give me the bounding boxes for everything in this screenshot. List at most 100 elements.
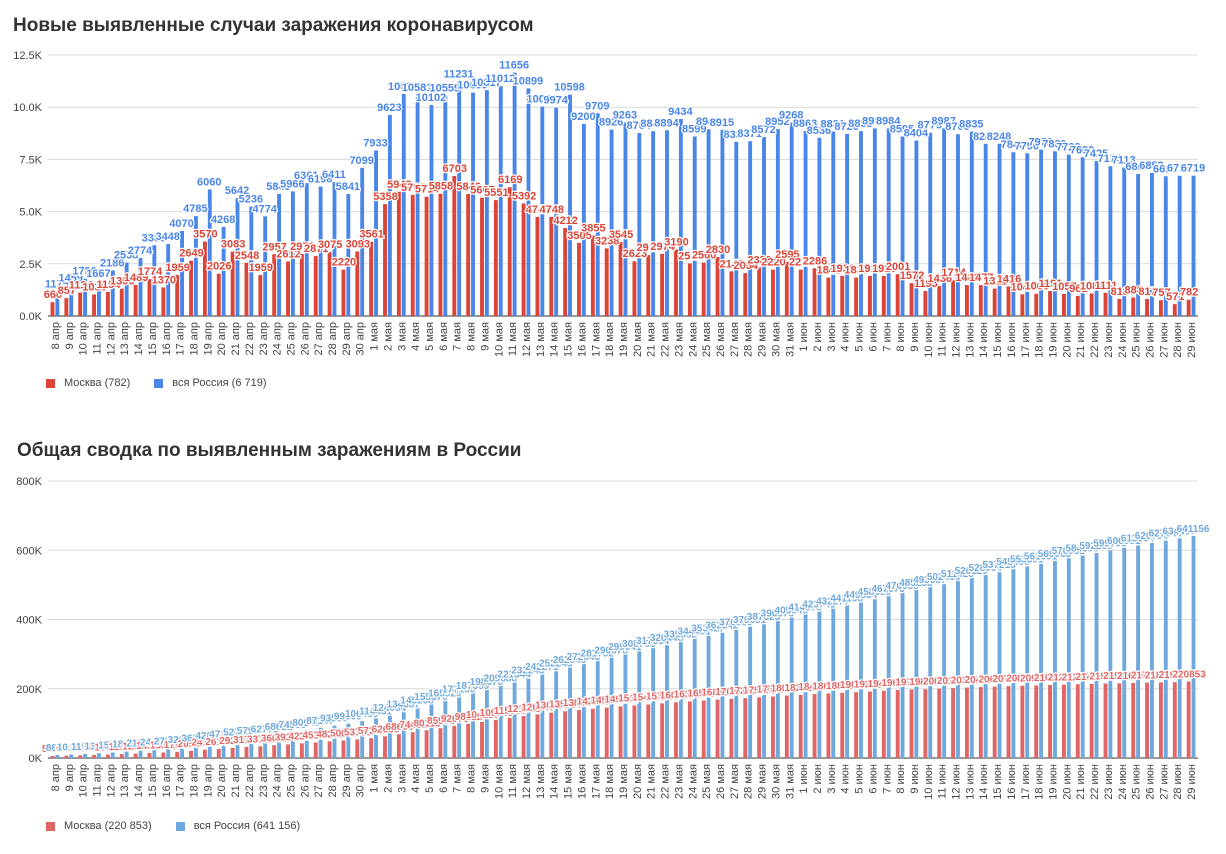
data-label: 502436 (927, 572, 961, 583)
x-tick-label: 26 апр (299, 764, 311, 797)
bar (1089, 683, 1094, 758)
bar (299, 253, 304, 316)
data-label: 571 (1166, 291, 1184, 303)
bar (387, 115, 392, 316)
bar (826, 693, 831, 758)
bar (886, 128, 891, 316)
bar (1186, 681, 1191, 758)
data-label: 31780 (233, 735, 261, 746)
bar (161, 752, 166, 758)
bar (609, 657, 614, 758)
bar (1039, 563, 1044, 758)
bar (775, 620, 780, 758)
x-tick-label: 9 июн (909, 764, 921, 794)
data-label: 1774 (138, 266, 163, 278)
data-label: 52763 (223, 728, 251, 739)
data-label: 198676 (470, 677, 504, 688)
data-label: 9263 (613, 110, 637, 122)
bar (263, 736, 268, 758)
data-label: 1959 (165, 262, 189, 274)
data-label: 3083 (221, 239, 245, 251)
x-tick-label: 13 мая (535, 322, 547, 357)
bar (1061, 684, 1066, 758)
bar (138, 258, 143, 316)
data-label: 5948 (387, 179, 411, 191)
bar (50, 302, 55, 316)
bar (244, 746, 249, 758)
data-label: 57300 (358, 726, 386, 737)
legend-swatch-moscow (46, 378, 55, 388)
bar (674, 249, 678, 316)
legend-label-moscow: Москва (220 853) (64, 820, 152, 832)
x-tick-label: 27 мая (729, 322, 741, 357)
data-label: 151774 (618, 693, 652, 704)
bar (687, 263, 692, 316)
bar (1066, 154, 1071, 316)
data-label: 196048 (881, 678, 915, 689)
bar (133, 284, 138, 316)
bar (646, 255, 651, 316)
bar (660, 253, 665, 316)
data-label: 200251 (923, 677, 957, 688)
bar (978, 687, 983, 758)
data-label: 197620 (895, 678, 929, 689)
data-label: 1459 (58, 273, 82, 285)
bar (175, 275, 180, 316)
data-label: 7176 (1098, 153, 1122, 165)
bar (618, 241, 623, 316)
x-tick-label: 9 апр (64, 764, 76, 791)
data-label: 782 (1180, 287, 1198, 299)
data-label: 24490 (140, 738, 168, 749)
x-tick-label: 28 июн (1172, 322, 1184, 358)
x-tick-label: 15 мая (563, 322, 575, 357)
data-label: 1191 (1039, 278, 1063, 290)
data-label: 11312 (109, 742, 137, 753)
x-tick-label: 25 мая (701, 322, 713, 357)
bar (429, 105, 434, 316)
data-label: 8946 (696, 116, 720, 128)
data-label: 10559 (430, 83, 461, 95)
data-label: 3855 (581, 223, 605, 235)
data-label: 5795 (401, 182, 425, 194)
bar (277, 734, 281, 758)
data-label: 5849 (266, 181, 290, 193)
bar (540, 106, 545, 316)
bar (119, 288, 124, 316)
x-tick-label: 29 апр (341, 764, 353, 797)
bar (748, 626, 753, 758)
data-label: 757 (1152, 287, 1170, 299)
bar (507, 717, 512, 758)
bar (775, 129, 780, 316)
data-label: 3448 (155, 231, 179, 243)
bar (992, 686, 997, 758)
bar (180, 746, 185, 758)
x-tick-label: 2 мая (382, 322, 394, 351)
x-tick-label: 22 июн (1089, 764, 1101, 800)
bar (762, 623, 766, 758)
x-tick-label: 28 апр (327, 764, 339, 797)
data-label: 7600 (1070, 144, 1094, 156)
bar (452, 176, 457, 316)
x-tick-label: 23 мая (673, 322, 685, 357)
x-tick-label: 27 апр (313, 322, 325, 355)
bar (1158, 300, 1163, 316)
x-tick-label: 24 июн (1117, 322, 1129, 358)
data-label: 353427 (691, 624, 725, 635)
data-label: 8572 (751, 124, 775, 136)
data-label: 45150 (302, 730, 330, 741)
data-label: 4785 (183, 203, 207, 215)
bar (96, 753, 101, 758)
data-label: 3570 (193, 228, 217, 240)
y-tick-label: 0K (29, 753, 43, 765)
bar (734, 141, 739, 316)
y-tick-label: 200K (16, 684, 42, 696)
data-label: 1477 (969, 272, 993, 284)
bar (646, 704, 651, 758)
data-label: 6169 (498, 174, 522, 186)
bar (272, 745, 277, 758)
bar (105, 754, 110, 758)
bar (687, 701, 692, 758)
x-tick-label: 7 июн (881, 764, 893, 794)
data-label: 8855 (848, 118, 872, 130)
data-label: 8248 (987, 131, 1011, 143)
